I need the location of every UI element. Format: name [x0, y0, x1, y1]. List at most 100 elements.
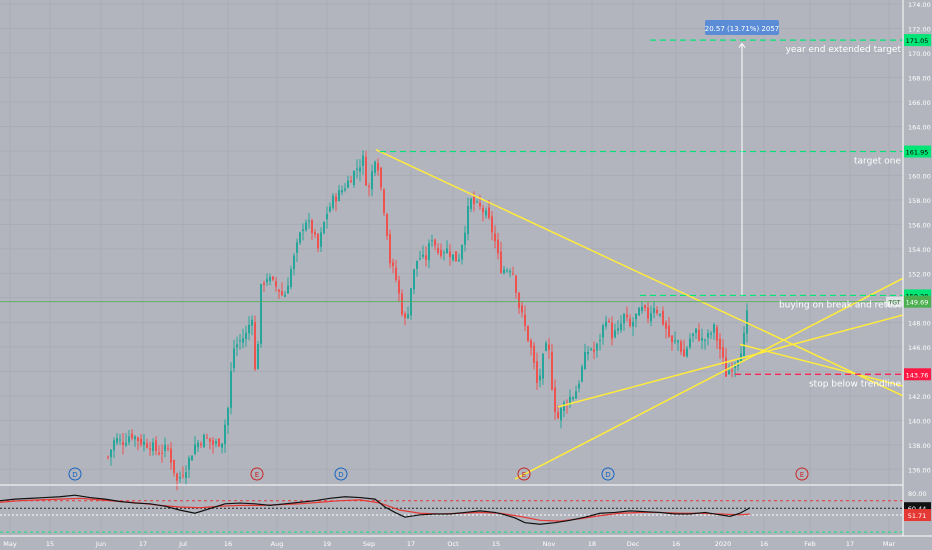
candle[interactable]	[206, 433, 208, 439]
candle[interactable]	[137, 436, 139, 451]
candle[interactable]	[152, 438, 154, 456]
candle[interactable]	[410, 288, 412, 320]
candle[interactable]	[497, 232, 499, 260]
candle[interactable]	[311, 218, 313, 240]
candle[interactable]	[656, 305, 658, 316]
trend-lines[interactable]	[375, 149, 904, 480]
candle[interactable]	[278, 288, 280, 299]
candle[interactable]	[686, 345, 688, 358]
candle[interactable]	[413, 268, 415, 295]
candle[interactable]	[224, 419, 226, 454]
candle[interactable]	[692, 332, 694, 343]
candle[interactable]	[383, 188, 385, 217]
candle[interactable]	[392, 258, 394, 274]
candle[interactable]	[395, 259, 397, 283]
candle[interactable]	[620, 315, 622, 334]
candle[interactable]	[545, 340, 547, 352]
trend-line[interactable]	[375, 149, 904, 397]
candle[interactable]	[596, 342, 598, 358]
candle[interactable]	[374, 160, 376, 177]
candle[interactable]	[164, 437, 166, 458]
candle[interactable]	[347, 175, 349, 189]
candle[interactable]	[638, 306, 640, 316]
candle[interactable]	[191, 455, 193, 461]
candle[interactable]	[329, 202, 331, 213]
candle[interactable]	[158, 445, 160, 456]
rsi-line[interactable]	[0, 494, 751, 525]
candle[interactable]	[116, 433, 118, 446]
candle[interactable]	[593, 341, 595, 360]
candle[interactable]	[368, 183, 370, 197]
candle[interactable]	[431, 234, 433, 248]
candle[interactable]	[680, 339, 682, 355]
candle[interactable]	[359, 159, 361, 182]
candle[interactable]	[482, 205, 484, 222]
candle[interactable]	[689, 333, 691, 350]
candle[interactable]	[464, 225, 466, 252]
candle[interactable]	[338, 184, 340, 202]
candle[interactable]	[239, 334, 241, 350]
candle[interactable]	[215, 438, 217, 448]
candle[interactable]	[539, 368, 541, 388]
candle[interactable]	[548, 337, 550, 359]
candle[interactable]	[449, 244, 451, 266]
candle[interactable]	[698, 323, 700, 342]
candle[interactable]	[671, 335, 673, 351]
candle[interactable]	[371, 164, 373, 197]
candle[interactable]	[650, 305, 652, 327]
candle[interactable]	[305, 219, 307, 232]
candle[interactable]	[536, 352, 538, 390]
candle[interactable]	[506, 267, 508, 273]
candle[interactable]	[527, 325, 529, 343]
candle[interactable]	[263, 280, 265, 292]
candle[interactable]	[731, 362, 733, 378]
candle[interactable]	[332, 193, 334, 211]
candle[interactable]	[176, 472, 178, 491]
candle[interactable]	[716, 324, 718, 350]
candle[interactable]	[578, 380, 580, 393]
candle[interactable]	[626, 306, 628, 322]
candle[interactable]	[629, 314, 631, 328]
candle[interactable]	[572, 396, 574, 401]
candle[interactable]	[467, 197, 469, 241]
candle[interactable]	[365, 150, 367, 186]
candle[interactable]	[314, 229, 316, 238]
candle[interactable]	[503, 265, 505, 275]
candle[interactable]	[221, 443, 223, 454]
candle[interactable]	[458, 253, 460, 263]
candle[interactable]	[632, 317, 634, 336]
trend-line[interactable]	[514, 277, 904, 480]
candle[interactable]	[623, 313, 625, 331]
price-candles[interactable]	[107, 150, 748, 491]
candle[interactable]	[722, 339, 724, 366]
candle[interactable]	[260, 283, 262, 348]
candle[interactable]	[509, 268, 511, 278]
candle[interactable]	[704, 338, 706, 350]
candle[interactable]	[743, 326, 745, 359]
candle[interactable]	[452, 254, 454, 262]
candle[interactable]	[317, 233, 319, 253]
candle[interactable]	[422, 245, 424, 259]
candle[interactable]	[440, 243, 442, 259]
candle[interactable]	[173, 459, 175, 477]
time-axis[interactable]: May 15 Jun 17 Jul 16 Aug 19 Sep 17 Oct 15 Nov 18 Dec 16…	[0, 535, 932, 550]
candle[interactable]	[710, 331, 712, 339]
candle[interactable]	[209, 438, 211, 450]
candle[interactable]	[122, 432, 124, 455]
candle[interactable]	[500, 241, 502, 274]
candle[interactable]	[416, 260, 418, 277]
candle[interactable]	[407, 306, 409, 319]
rsi-panel[interactable]	[0, 484, 932, 533]
candle[interactable]	[143, 434, 145, 452]
candle[interactable]	[170, 441, 172, 470]
price-axis[interactable]: 136.00138.00140.00142.00144.00146.00148.…	[886, 0, 932, 536]
candle[interactable]	[461, 244, 463, 265]
candle[interactable]	[167, 444, 169, 452]
candle[interactable]	[179, 471, 181, 483]
candle[interactable]	[611, 316, 613, 346]
candle[interactable]	[299, 231, 301, 245]
candle[interactable]	[200, 441, 202, 449]
candle[interactable]	[437, 243, 439, 256]
candle[interactable]	[284, 291, 286, 298]
candle[interactable]	[275, 277, 277, 292]
